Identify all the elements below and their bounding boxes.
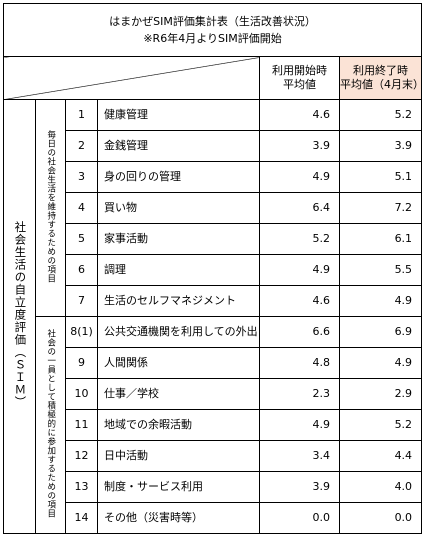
end-average-value: 2.9: [338, 378, 423, 410]
start-average-value: 6.4: [259, 192, 340, 224]
table-row: 5 家事活動 5.2 6.1: [4, 223, 423, 255]
row-number: 1: [65, 99, 98, 131]
row-item: 公共交通機関を利用しての外出: [97, 316, 260, 348]
start-average-value: 4.8: [259, 347, 340, 379]
table-row: 7 生活のセルフマネジメント 4.6 4.9: [4, 285, 423, 317]
row-number: 3: [65, 161, 98, 193]
sim-summary-table: はまかぜSIM評価集計表（生活改善状況） ※R6年4月よりSIM評価開始 利用開…: [2, 3, 424, 534]
end-average-value: 3.9: [338, 130, 423, 162]
row-number: 14: [65, 502, 98, 534]
row-number: 10: [65, 378, 98, 410]
table-row: 13 制度・サービス利用 3.9 4.0: [4, 471, 423, 503]
row-item: 地域での余暇活動: [97, 409, 260, 441]
group-label-participation: 社会の一員として積極的に参加するための項目: [35, 316, 66, 534]
start-average-value: 4.6: [259, 285, 340, 317]
start-average-value: 3.9: [259, 471, 340, 503]
row-number: 11: [65, 409, 98, 441]
row-item: 仕事／学校: [97, 378, 260, 410]
row-number: 2: [65, 130, 98, 162]
table-body: 社会生活の自立度評価（ＳＩＭ） 毎日の社会生活を維持するための項目 1 健康管理 4.6…: [3, 99, 423, 534]
title-row: はまかぜSIM評価集計表（生活改善状況） ※R6年4月よりSIM評価開始: [2, 3, 423, 57]
row-number: 7: [65, 285, 98, 317]
end-average-value: 6.9: [338, 316, 423, 348]
row-number: 12: [65, 440, 98, 472]
row-item: 買い物: [97, 192, 260, 224]
end-average-value: 4.0: [338, 471, 423, 503]
row-number: 6: [65, 254, 98, 286]
end-average-value: 5.5: [338, 254, 423, 286]
table-row: 14 その他（災害時等） 0.0 0.0: [4, 502, 423, 534]
group-label-daily: 毎日の社会生活を維持するための項目: [35, 99, 66, 317]
table-row: 2 金銭管理 3.9 3.9: [4, 130, 423, 162]
row-item: 身の回りの管理: [97, 161, 260, 193]
end-average-value: 0.0: [338, 502, 423, 534]
start-average-value: 3.4: [259, 440, 340, 472]
side-category-label: 社会生活の自立度評価（ＳＩＭ）: [3, 99, 36, 534]
end-average-value: 6.1: [338, 223, 423, 255]
start-average-value: 0.0: [259, 502, 340, 534]
row-item: 制度・サービス利用: [97, 471, 260, 503]
start-average-value: 6.6: [259, 316, 340, 348]
start-average-value: 2.3: [259, 378, 340, 410]
row-number: 4: [65, 192, 98, 224]
end-average-value: 4.4: [338, 440, 423, 472]
row-item: 生活のセルフマネジメント: [97, 285, 260, 317]
end-average-value: 7.2: [338, 192, 423, 224]
table-row: 社会の一員として積極的に参加するための項目 8(1) 公共交通機関を利用しての外出 6…: [4, 316, 423, 534]
table-row: 9 人間関係 4.8 4.9: [4, 347, 423, 379]
row-item: 日中活動: [97, 440, 260, 472]
start-average-value: 4.9: [259, 409, 340, 441]
row-item: 金銭管理: [97, 130, 260, 162]
title-line-1: はまかぜSIM評価集計表（生活改善状況）: [109, 15, 316, 28]
end-average-value: 4.9: [338, 285, 423, 317]
title-line-2: ※R6年4月よりSIM評価開始: [143, 32, 282, 45]
row-number: 13: [65, 471, 98, 503]
row-number: 5: [65, 223, 98, 255]
table-title: はまかぜSIM評価集計表（生活改善状況） ※R6年4月よりSIM評価開始: [2, 3, 423, 57]
start-average-value: 4.9: [259, 254, 340, 286]
row-number: 8(1): [65, 316, 98, 348]
row-item: 健康管理: [97, 99, 260, 131]
start-average-value: 4.9: [259, 161, 340, 193]
table-row: 10 仕事／学校 2.3 2.9: [4, 378, 423, 410]
table-row: 社会生活の自立度評価（ＳＩＭ） 毎日の社会生活を維持するための項目 1 健康管理 4.6…: [3, 99, 423, 534]
table-row: 3 身の回りの管理 4.9 5.1: [4, 161, 423, 193]
header-row: 利用開始時 平均値 利用終了時 平均値（4月末）: [3, 56, 424, 100]
row-item: 人間関係: [97, 347, 260, 379]
end-average-value: 5.1: [338, 161, 423, 193]
start-average-value: 5.2: [259, 223, 340, 255]
table-row: 4 買い物 6.4 7.2: [4, 192, 423, 224]
table-row: 12 日中活動 3.4 4.4: [4, 440, 423, 472]
start-average-value: 3.9: [259, 130, 340, 162]
diagonal-header-cell: [3, 56, 260, 100]
end-average-value: 5.2: [338, 99, 423, 131]
start-average-value: 4.6: [259, 99, 340, 131]
row-number: 9: [65, 347, 98, 379]
start-average-header: 利用開始時 平均値: [259, 56, 340, 100]
end-average-header: 利用終了時 平均値（4月末）: [338, 56, 424, 100]
row-item: その他（災害時等）: [97, 502, 260, 534]
row-item: 調理: [97, 254, 260, 286]
end-average-value: 5.2: [338, 409, 423, 441]
row-item: 家事活動: [97, 223, 260, 255]
table-row: 11 地域での余暇活動 4.9 5.2: [4, 409, 423, 441]
end-average-value: 4.9: [338, 347, 423, 379]
table-row: 6 調理 4.9 5.5: [4, 254, 423, 286]
